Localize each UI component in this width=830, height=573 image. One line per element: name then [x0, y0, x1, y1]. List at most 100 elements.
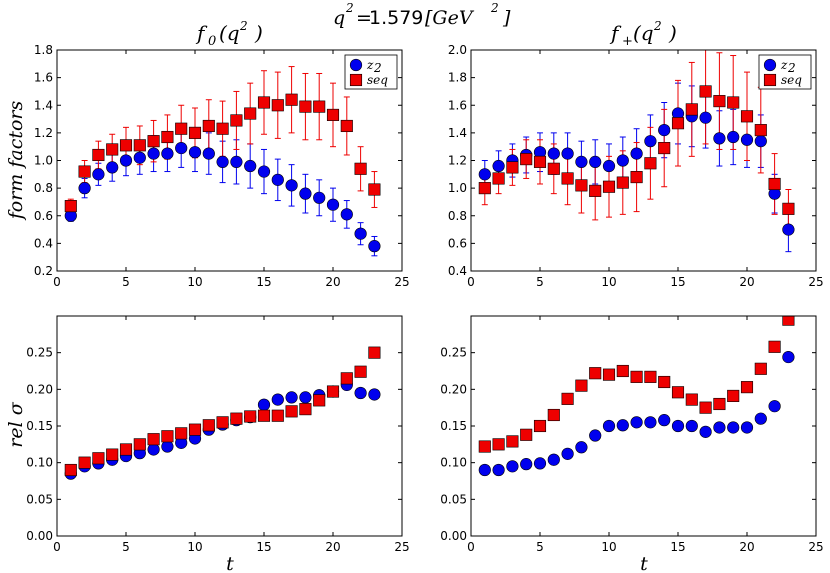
x-tick-label: 0: [467, 275, 475, 289]
data-point-z2: [616, 154, 629, 167]
panel-title-arg: (q: [633, 21, 654, 45]
data-point-seq: [216, 122, 229, 135]
data-point-seq: [713, 397, 726, 411]
data-point-seq: [64, 463, 77, 477]
panel-title: f + (q 2): [609, 19, 677, 49]
data-point-z2: [671, 419, 685, 433]
panel-title-f: f: [609, 21, 622, 45]
data-point-z2: [616, 419, 629, 432]
data-point-seq: [326, 108, 340, 121]
data-point-seq: [727, 389, 740, 402]
data-point-z2: [630, 416, 643, 429]
data-point-seq: [658, 375, 671, 389]
data-point-z2: [299, 187, 312, 200]
data-point-seq: [768, 177, 781, 191]
data-point-z2: [92, 168, 105, 181]
data-point-seq: [78, 456, 91, 469]
y-tick-label: 0.10: [26, 456, 53, 470]
data-point-seq: [561, 392, 574, 405]
legend-label-seq: seq: [367, 73, 388, 87]
suptitle-unit: [GeV: [425, 7, 475, 29]
data-point-seq: [602, 368, 616, 381]
data-point-z2: [257, 165, 271, 178]
ylabel-rel-sigma: rel σ: [5, 401, 27, 447]
data-point-z2: [547, 147, 560, 160]
data-point-seq: [161, 430, 174, 443]
data-point-z2: [78, 182, 91, 195]
legend-label-seq: seq: [781, 73, 802, 87]
data-point-z2: [285, 179, 298, 192]
data-point-seq: [92, 148, 105, 162]
data-point-seq: [754, 124, 767, 137]
data-point-seq: [368, 183, 381, 196]
data-point-seq: [492, 172, 505, 185]
data-point-z2: [602, 159, 616, 173]
y-tick-label: 1.2: [448, 154, 467, 168]
suptitle-q-exponent: 2: [345, 1, 354, 15]
data-point-z2: [506, 460, 519, 473]
data-point-z2: [630, 147, 643, 160]
data-point-z2: [520, 458, 533, 471]
data-point-seq: [175, 427, 188, 440]
plot-area: [64, 66, 381, 257]
y-tick-label: 0.10: [440, 456, 467, 470]
data-point-seq: [616, 364, 629, 378]
axes-frame: [56, 315, 403, 537]
data-point-z2: [533, 457, 547, 470]
y-tick-label: 1.4: [34, 98, 53, 112]
data-point-seq: [340, 119, 353, 133]
data-point-seq: [244, 107, 257, 120]
data-point-z2: [644, 135, 657, 148]
x-tick-label: 25: [394, 275, 409, 289]
data-point-z2: [782, 223, 795, 236]
data-point-z2: [271, 173, 284, 186]
data-point-z2: [119, 154, 133, 167]
data-point-z2: [188, 146, 202, 159]
data-layer: [478, 316, 795, 477]
data-point-seq: [230, 412, 243, 425]
legend-marker-z2: [763, 58, 777, 72]
data-point-seq: [119, 139, 133, 152]
data-point-seq: [313, 394, 326, 407]
data-point-seq: [616, 176, 629, 189]
data-point-seq: [244, 410, 257, 423]
data-point-seq: [175, 122, 188, 135]
y-tick-label: 0.20: [26, 382, 53, 396]
data-point-z2: [699, 425, 712, 438]
panel-title-arg: (q: [219, 21, 240, 45]
data-point-z2: [713, 132, 726, 145]
data-point-z2: [133, 151, 146, 164]
data-point-seq: [644, 157, 657, 170]
legend-label-z2: z: [780, 58, 788, 72]
data-point-seq: [133, 438, 146, 451]
data-point-z2: [768, 400, 781, 413]
data-point-z2: [202, 147, 215, 160]
data-point-z2: [713, 421, 726, 434]
data-point-seq: [285, 93, 298, 106]
y-tick-label: 1.4: [448, 126, 467, 140]
y-tick-label: 1.0: [34, 154, 53, 168]
x-tick-label: 20: [739, 540, 754, 554]
data-point-z2: [299, 391, 312, 404]
data-point-seq: [326, 385, 340, 398]
x-tick-label: 10: [187, 540, 202, 554]
data-point-seq: [133, 139, 146, 152]
plot-area: [64, 346, 381, 480]
data-point-seq: [727, 96, 740, 109]
x-tick-label: 25: [808, 540, 823, 554]
data-point-seq: [92, 452, 105, 465]
y-tick-label: 2.0: [448, 43, 467, 57]
panel-fplus-rel-sigma: 0 5 10 15 20 25 0.00 0.05 0.10 0.15 0.20 0.25: [440, 315, 824, 554]
data-point-seq: [768, 340, 781, 353]
y-tick-label: 0.4: [448, 264, 467, 278]
data-point-seq: [685, 393, 698, 406]
x-tick-label: 25: [808, 275, 823, 289]
data-point-z2: [147, 147, 160, 160]
legend-marker-seq: [763, 73, 777, 87]
plot-area: [478, 316, 795, 477]
y-tick-label: 0.05: [26, 492, 53, 506]
data-layer: [478, 50, 795, 253]
panel-title-sub: 0: [208, 34, 216, 49]
legend-entry-seq: seq: [349, 73, 388, 87]
